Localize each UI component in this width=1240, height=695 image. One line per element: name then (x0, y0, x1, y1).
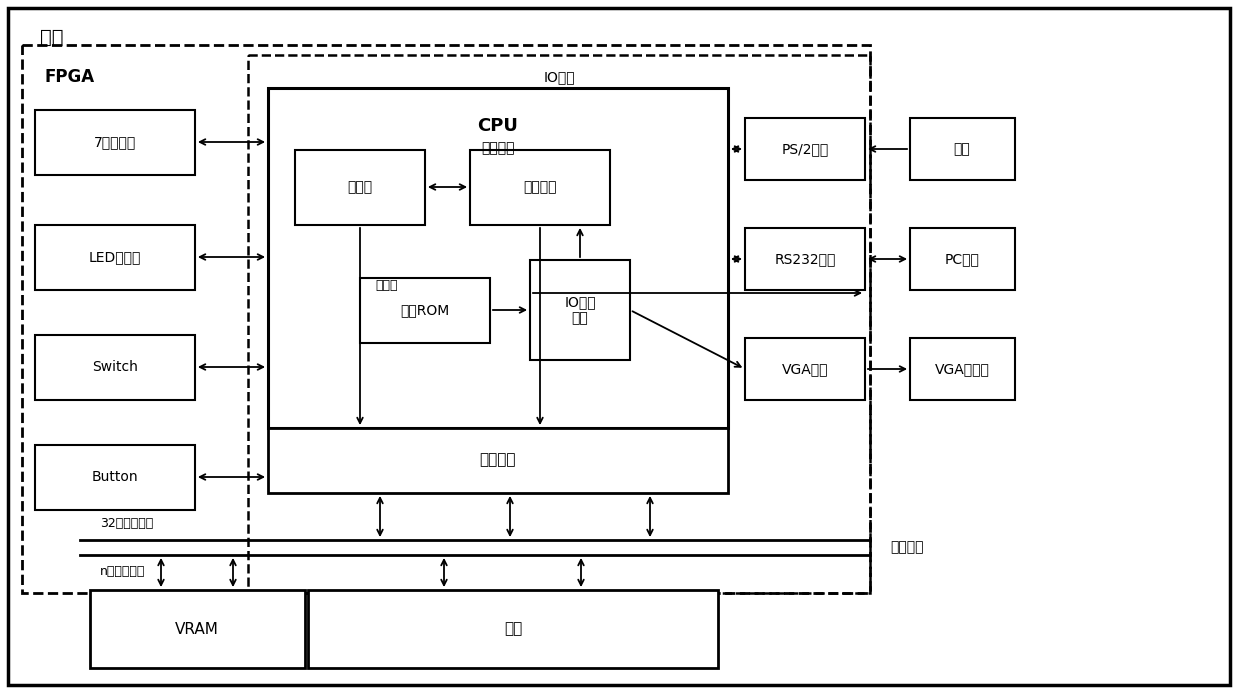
Text: 总线接口: 总线接口 (480, 452, 516, 468)
Text: 内存: 内存 (503, 621, 522, 637)
Bar (35, 335, 195, 400)
Text: PS/2接口: PS/2接口 (781, 142, 828, 156)
Text: 控制器: 控制器 (347, 180, 372, 194)
Text: 键盘: 键盘 (954, 142, 971, 156)
Text: 板上: 板上 (40, 28, 63, 47)
Text: LED显示屏: LED显示屏 (89, 250, 141, 264)
Text: PC终端: PC终端 (945, 252, 980, 266)
Text: 数据通路: 数据通路 (523, 180, 557, 194)
Text: 片上ROM: 片上ROM (401, 303, 450, 317)
Text: n位地址总线: n位地址总线 (100, 565, 145, 578)
Text: 片上网络: 片上网络 (481, 141, 515, 155)
Text: VRAM: VRAM (175, 621, 219, 637)
Bar (745, 338, 866, 400)
Bar (35, 225, 195, 290)
Text: IO控制
逻辑: IO控制 逻辑 (564, 295, 595, 325)
Text: 32位数据总线: 32位数据总线 (100, 517, 154, 530)
Text: 控制线: 控制线 (374, 279, 398, 291)
Bar (268, 428, 728, 493)
Bar (295, 150, 425, 225)
Bar (35, 445, 195, 510)
Text: RS232接口: RS232接口 (774, 252, 836, 266)
Bar (910, 118, 1016, 180)
Bar (268, 88, 728, 428)
Bar (22, 45, 870, 593)
Bar (248, 55, 870, 593)
Bar (910, 228, 1016, 290)
Text: Switch: Switch (92, 360, 138, 374)
Text: 板上总线: 板上总线 (890, 540, 924, 554)
Text: FPGA: FPGA (45, 68, 95, 86)
Bar (91, 590, 305, 668)
Bar (470, 150, 610, 225)
Bar (745, 228, 866, 290)
Bar (35, 110, 195, 175)
Text: 7段数码管: 7段数码管 (94, 135, 136, 149)
Text: IO总线: IO总线 (543, 70, 575, 84)
Text: CPU: CPU (477, 117, 518, 135)
Bar (529, 260, 630, 360)
Bar (308, 590, 718, 668)
Text: Button: Button (92, 470, 139, 484)
Text: VGA显示器: VGA显示器 (935, 362, 990, 376)
Bar (360, 278, 490, 343)
Bar (910, 338, 1016, 400)
Bar (745, 118, 866, 180)
Text: VGA接口: VGA接口 (781, 362, 828, 376)
